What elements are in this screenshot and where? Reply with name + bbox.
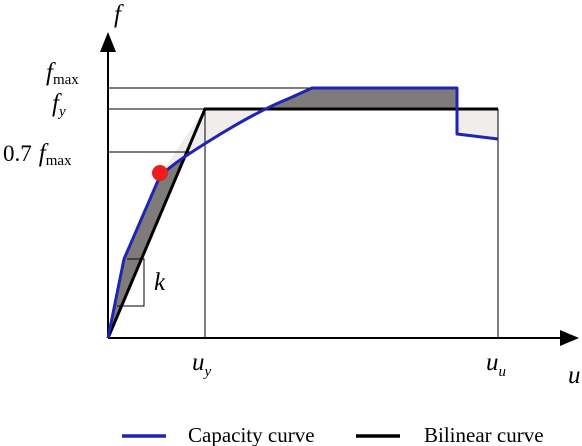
curve-point-marker xyxy=(152,165,168,181)
fy-label: fy xyxy=(52,90,66,120)
x-axis-symbol: u xyxy=(568,362,581,389)
area-under-bilinear-knee xyxy=(160,109,265,176)
legend-bilinear-label: Bilinear curve xyxy=(424,423,544,446)
stiffness-triangle xyxy=(117,258,145,307)
legend: Capacity curve Bilinear curve xyxy=(122,423,544,446)
uy-label: uy xyxy=(192,349,212,380)
fmax-label: fmax xyxy=(46,59,79,88)
uu-label: uu xyxy=(486,349,506,380)
bilinear-curve xyxy=(106,107,498,339)
legend-capacity-label: Capacity curve xyxy=(188,423,315,446)
y-axis-arrowhead xyxy=(100,32,116,52)
07fmax-label: 0.7 fmax xyxy=(3,140,72,169)
area-above-bilinear-plateau xyxy=(265,88,457,109)
x-axis-arrowhead xyxy=(560,330,579,346)
area-under-bilinear-drop xyxy=(457,109,498,139)
stiffness-label: k xyxy=(154,269,166,296)
capacity-curve xyxy=(106,86,499,339)
y-axis-symbol: f xyxy=(114,1,124,28)
